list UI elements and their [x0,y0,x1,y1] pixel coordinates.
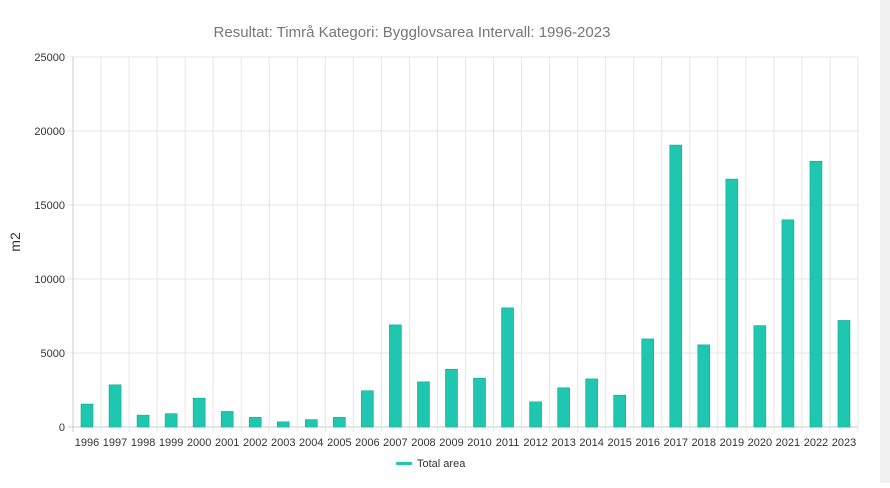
bar[interactable] [417,381,430,428]
y-axis-label: m2 [7,232,23,252]
y-tick-label: 25000 [34,52,65,64]
bar[interactable] [361,390,374,428]
x-tick-label: 2006 [355,437,379,449]
bar[interactable] [753,325,767,428]
x-tick-label: 2022 [804,437,828,449]
bar[interactable] [641,338,655,428]
bar[interactable] [445,368,458,428]
x-tick-label: 1997 [103,437,127,449]
bar[interactable] [725,178,739,428]
bar[interactable] [809,161,823,428]
x-tick-label: 2017 [664,437,688,449]
y-tick-label: 20000 [34,126,65,138]
x-tick-label: 2013 [551,437,575,449]
bar[interactable] [276,421,290,428]
x-tick-label: 2005 [327,437,351,449]
y-tick-label: 10000 [34,274,65,286]
bar[interactable] [220,411,234,428]
x-tick-label: 2010 [467,437,491,449]
bar[interactable] [781,219,795,428]
x-tick-label: 2008 [411,437,435,449]
bar[interactable] [501,307,514,428]
bar[interactable] [80,403,94,428]
x-tick-label: 2011 [496,437,520,449]
x-tick-label: 2001 [215,437,239,449]
x-tick-label: 2015 [607,437,631,449]
x-tick-label: 2019 [720,437,744,449]
legend[interactable]: Total area [396,458,466,470]
x-tick-label: 1999 [159,437,183,449]
bar[interactable] [164,413,178,428]
chart-title: Resultat: Timrå Kategori: Bygglovsarea I… [214,24,611,41]
x-tick-label: 2021 [776,437,800,449]
x-tick-label: 2012 [523,437,547,449]
bar[interactable] [529,401,542,428]
bar-series [80,144,851,428]
y-tick-label: 5000 [41,348,65,360]
x-tick-label: 1996 [75,437,99,449]
scrollbar[interactable] [880,0,890,483]
x-tick-label: 2020 [748,437,772,449]
legend-swatch [396,462,412,465]
bar[interactable] [837,320,851,428]
bar-chart: Resultat: Timrå Kategori: Bygglovsarea I… [7,24,859,470]
bar[interactable] [333,417,346,428]
x-tick-label: 1998 [131,437,155,449]
x-tick-label: 2003 [271,437,295,449]
bar[interactable] [389,324,402,428]
grid [68,56,859,432]
y-tick-label: 15000 [34,200,65,212]
x-tick-label: 2000 [187,437,211,449]
x-tick-label: 2002 [243,437,267,449]
x-tick-label: 2016 [635,437,659,449]
axes: 0 5000 10000 15000 20000 25000 1996 1997 1998 199… [34,52,856,449]
bar[interactable] [305,419,318,428]
bar[interactable] [136,414,150,428]
bar[interactable] [697,344,711,428]
x-tick-label: 2009 [439,437,463,449]
y-tick-label: 0 [59,422,65,434]
x-tick-label: 2023 [832,437,856,449]
legend-label: Total area [417,458,466,470]
bar[interactable] [557,387,570,428]
x-tick-label: 2004 [299,437,323,449]
bar[interactable] [585,378,598,428]
x-tick-label: 2007 [383,437,407,449]
bar[interactable] [192,397,206,428]
bar[interactable] [108,384,122,428]
bar[interactable] [613,394,626,428]
bar[interactable] [248,417,262,428]
x-tick-label: 2018 [692,437,716,449]
x-tick-label: 2014 [579,437,603,449]
bar[interactable] [669,144,683,428]
bar[interactable] [473,377,486,428]
